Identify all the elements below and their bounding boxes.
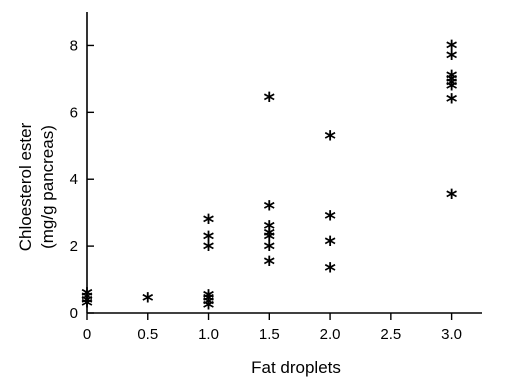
y-tick-label: 6 — [70, 104, 78, 121]
axes — [86, 12, 482, 314]
data-point: * — [324, 208, 336, 233]
data-point: * — [324, 233, 336, 258]
data-point: * — [446, 67, 458, 92]
x-tick-label: 1.0 — [198, 326, 219, 343]
data-point: * — [324, 127, 336, 152]
data-point: * — [264, 218, 276, 243]
data-point: * — [203, 296, 215, 321]
data-point: * — [81, 291, 93, 316]
x-tick-label: 0.5 — [137, 326, 158, 343]
y-axis-ticks: 0 2 4 6 8 — [70, 37, 94, 322]
data-point: * — [324, 260, 336, 285]
data-point: * — [446, 47, 458, 72]
data-point: * — [142, 290, 154, 315]
data-point: * — [203, 228, 215, 253]
data-point: * — [203, 290, 215, 315]
data-point: * — [203, 293, 215, 318]
data-point: * — [203, 211, 215, 236]
data-point: * — [264, 89, 276, 114]
x-tick-label: 2.0 — [320, 326, 341, 343]
data-point: * — [203, 286, 215, 311]
y-tick-label: 2 — [70, 238, 78, 255]
data-point: * — [264, 224, 276, 249]
data-point: * — [446, 71, 458, 96]
data-point: * — [446, 74, 458, 99]
x-tick-label: 1.5 — [259, 326, 280, 343]
data-point: * — [264, 238, 276, 263]
data-point: * — [264, 228, 276, 253]
data-point: * — [446, 37, 458, 62]
x-axis-ticks: 0 0.5 1.0 1.5 2.0 2.5 3.0 — [83, 313, 462, 343]
data-point: * — [81, 285, 93, 310]
data-point: * — [81, 288, 93, 313]
y-tick-label: 8 — [70, 37, 78, 54]
data-point: * — [264, 198, 276, 223]
x-axis-title: Fat droplets — [251, 358, 341, 377]
x-tick-label: 0 — [83, 326, 91, 343]
x-tick-label: 2.5 — [380, 326, 401, 343]
y-tick-label: 4 — [70, 171, 78, 188]
data-point: * — [446, 91, 458, 116]
data-point: * — [446, 77, 458, 102]
y-tick-label: 0 — [70, 305, 78, 322]
data-point: * — [264, 253, 276, 278]
data-point: * — [203, 238, 215, 263]
data-point: * — [446, 186, 458, 211]
data-point: * — [81, 295, 93, 320]
data-points: **** *************************** — [81, 37, 458, 321]
x-tick-label: 3.0 — [441, 326, 462, 343]
y-axis-title-line-1: Chloesterol ester — [16, 122, 35, 251]
y-axis-title-line-2: (mg/g pancreas) — [38, 125, 57, 249]
